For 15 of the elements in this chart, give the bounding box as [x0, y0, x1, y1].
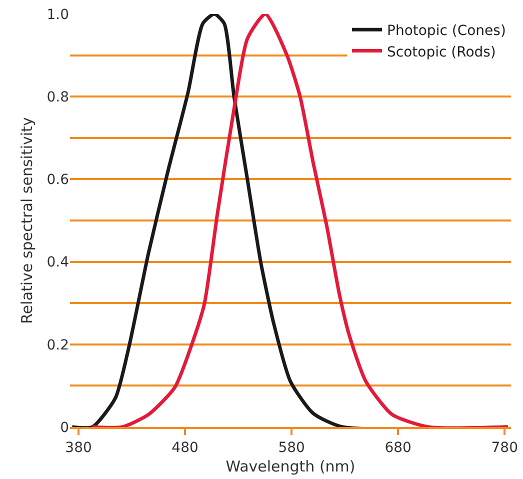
- y-tick-label: 0.6: [46, 172, 70, 188]
- legend-label: Scotopic (Rods): [387, 44, 496, 60]
- y-tick-label: 0: [60, 420, 69, 436]
- x-tick-label: 480: [172, 440, 198, 456]
- x-tick-label: 380: [65, 440, 92, 456]
- x-tick-label: 580: [278, 440, 305, 456]
- y-tick-label: 0.2: [46, 337, 69, 354]
- y-axis-title: Relative spectral sensitivity: [18, 117, 36, 324]
- x-tick-label: 680: [384, 440, 412, 456]
- x-axis-title: Wavelength (nm): [226, 457, 356, 476]
- y-tick-label: 0.8: [46, 90, 69, 106]
- x-tick-label: 780: [491, 440, 518, 456]
- y-tick-label: 0.4: [46, 254, 70, 271]
- legend-label: Photopic (Cones): [387, 23, 506, 40]
- y-tick-label: 1.0: [46, 6, 69, 23]
